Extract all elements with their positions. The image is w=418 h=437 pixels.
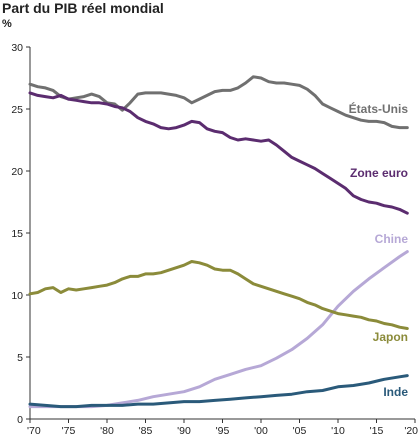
chart-axes: 0 5 10 15 20 25 30 '70 '75 '80 '85 '90 '95 '00 '05 '10 '… bbox=[11, 42, 418, 437]
series-line-3 bbox=[28, 250, 409, 409]
x-tick-label: '80 bbox=[100, 425, 114, 437]
series-line-2 bbox=[28, 91, 409, 215]
series-labels: États-Unis Zone euro Chine Japon Inde bbox=[349, 101, 409, 399]
y-tick-label: 5 bbox=[17, 352, 23, 364]
y-tick-label: 30 bbox=[11, 42, 23, 54]
x-tick-label: '85 bbox=[139, 425, 153, 437]
x-tick-label: '05 bbox=[293, 425, 307, 437]
x-tick-label: '10 bbox=[331, 425, 345, 437]
chart-series bbox=[28, 75, 409, 409]
x-tick-label: '00 bbox=[254, 425, 268, 437]
series-label-4: Japon bbox=[373, 330, 408, 344]
y-tick-label: 20 bbox=[11, 166, 23, 178]
chart-title: Part du PIB réel mondial bbox=[2, 0, 164, 16]
series-line-5 bbox=[28, 374, 409, 409]
series-line-1 bbox=[28, 75, 409, 130]
y-tick-label: 0 bbox=[17, 414, 23, 426]
series-line-4 bbox=[28, 260, 409, 330]
x-tick-label: '20 bbox=[404, 425, 418, 437]
x-tick-label: '70 bbox=[27, 425, 41, 437]
y-axis-unit: % bbox=[2, 18, 12, 30]
x-tick-label: '75 bbox=[62, 425, 76, 437]
x-tick-label: '95 bbox=[216, 425, 230, 437]
series-label-1: États-Unis bbox=[349, 101, 409, 116]
y-tick-label: 15 bbox=[11, 228, 23, 240]
series-label-5: Inde bbox=[383, 385, 408, 399]
series-label-3: Chine bbox=[375, 232, 409, 246]
x-tick-label: '90 bbox=[177, 425, 191, 437]
y-tick-label: 10 bbox=[11, 290, 23, 302]
series-label-2: Zone euro bbox=[350, 166, 408, 180]
y-tick-label: 25 bbox=[11, 104, 23, 116]
x-tick-label: '15 bbox=[370, 425, 384, 437]
